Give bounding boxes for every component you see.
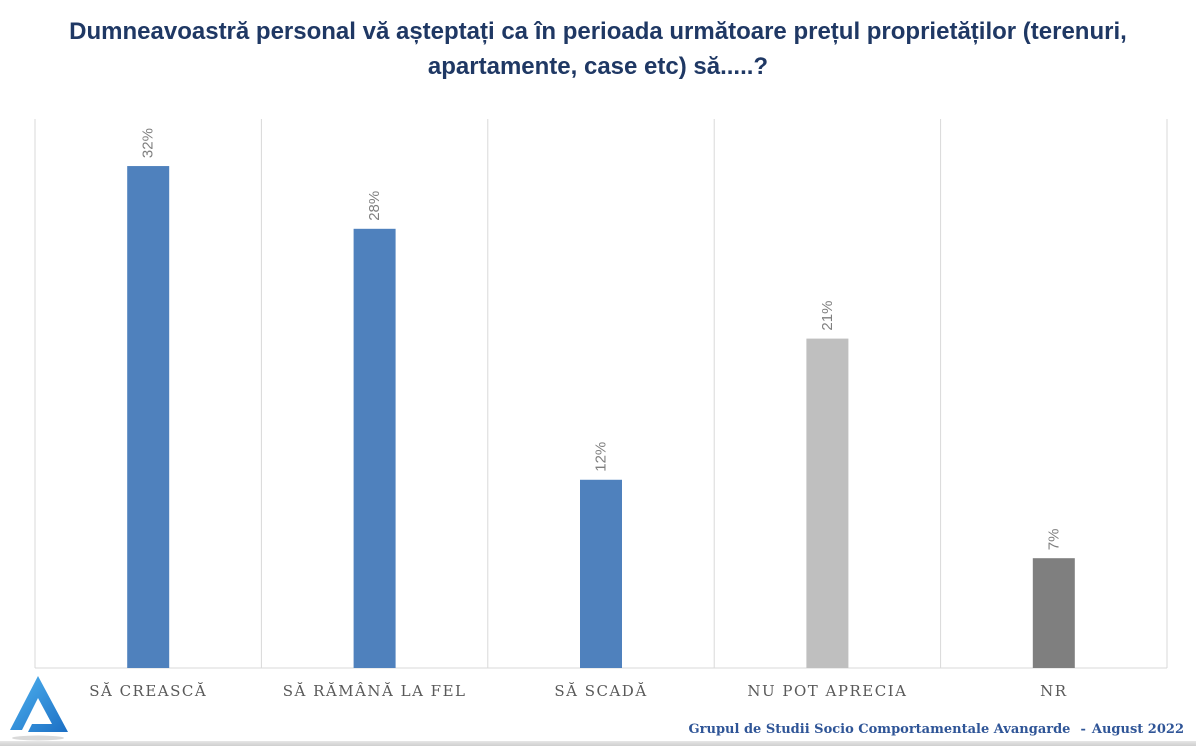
category-label: SĂ RĂMÂNĂ LA FEL xyxy=(283,682,467,700)
bar xyxy=(580,479,622,668)
footer-separator: - xyxy=(1080,722,1086,737)
bar xyxy=(806,338,849,668)
source-footer: Grupul de Studii Socio Comportamentale A… xyxy=(689,722,1184,737)
chart-title-line-2: apartamente, case etc) să.....? xyxy=(427,53,769,80)
bar xyxy=(353,228,396,669)
category-label: NU POT APRECIA xyxy=(747,682,907,700)
data-label: 12% xyxy=(593,442,610,472)
category-label: SĂ SCADĂ xyxy=(554,682,647,700)
source-text: Grupul de Studii Socio Comportamentale A… xyxy=(688,722,1071,737)
data-label: 21% xyxy=(819,301,836,331)
data-label: 32% xyxy=(140,128,157,158)
chart-title: Dumneavoastră personal vă așteptați ca î… xyxy=(0,14,1196,84)
data-label: 28% xyxy=(366,191,383,221)
category-label: SĂ CREASCĂ xyxy=(89,682,207,700)
bar xyxy=(1032,558,1075,668)
chart-title-line-1: Dumneavoastră personal vă așteptați ca î… xyxy=(69,18,1127,45)
avangarde-logo-icon xyxy=(10,676,68,741)
data-label: 7% xyxy=(1045,529,1062,551)
category-label: NR xyxy=(1040,682,1067,700)
source-date: August 2022 xyxy=(1091,722,1184,737)
bottom-rule xyxy=(0,741,1196,746)
bar xyxy=(127,166,170,669)
